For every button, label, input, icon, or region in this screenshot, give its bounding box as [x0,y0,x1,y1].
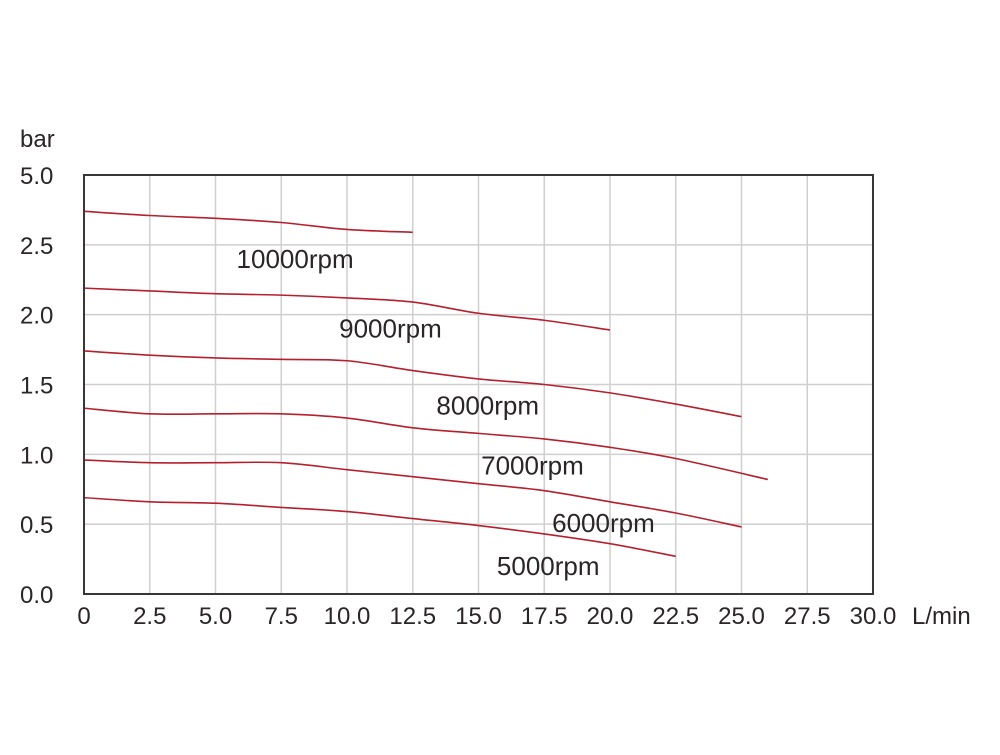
x-tick-label: 30.0 [850,603,897,630]
curve-label-10000rpm: 10000rpm [237,244,354,274]
curve-label-8000rpm: 8000rpm [436,390,539,420]
x-tick-label: 25.0 [718,603,765,630]
y-tick-label: 1.5 [20,373,53,400]
x-tick-label: 20.0 [587,603,634,630]
x-tick-label: 5.0 [199,603,232,630]
curve-label-7000rpm: 7000rpm [481,451,584,481]
curve-label-9000rpm: 9000rpm [339,314,442,344]
x-tick-label: 17.5 [521,603,568,630]
y-tick-label: 0.0 [20,582,53,609]
curve-6000rpm [83,459,742,528]
x-tick-label: 2.5 [133,603,166,630]
x-tick-label: 0 [77,603,90,630]
x-tick-label: 15.0 [455,603,502,630]
y-tick-label: 0.5 [20,512,53,539]
curve-label-6000rpm: 6000rpm [552,508,655,538]
x-tick-label: 7.5 [265,603,298,630]
x-tick-label: 22.5 [652,603,699,630]
curves [83,210,768,558]
curve-7000rpm [83,407,768,481]
y-tick-label: 2.5 [20,233,53,260]
curve-labels: 10000rpm 9000rpm 8000rpm 7000rpm 6000rpm 5000… [237,244,655,581]
y-axis-label: bar [20,126,55,153]
y-tick-label: 1.0 [20,442,53,469]
curve-label-5000rpm: 5000rpm [497,551,600,581]
curve-8000rpm [83,350,742,418]
y-tick-label: 2.0 [20,303,53,330]
curve-5000rpm [83,496,676,558]
x-tick-label: 10.0 [324,603,371,630]
x-tick-label: 27.5 [784,603,831,630]
curve-9000rpm [83,287,611,331]
plot-frame [83,174,874,595]
x-axis-ticks: 0 2.5 5.0 7.5 10.0 12.5 15.0 17.5 20.0 22.5 25.0 27… [77,603,896,630]
curve-10000rpm [83,210,413,234]
x-tick-label: 12.5 [389,603,436,630]
x-axis-label: L/min [912,603,971,630]
y-tick-label: 5.0 [20,163,53,190]
y-axis-ticks: 0.0 0.5 1.0 1.5 2.0 2.5 5.0 [20,163,53,609]
grid-lines [84,175,873,594]
